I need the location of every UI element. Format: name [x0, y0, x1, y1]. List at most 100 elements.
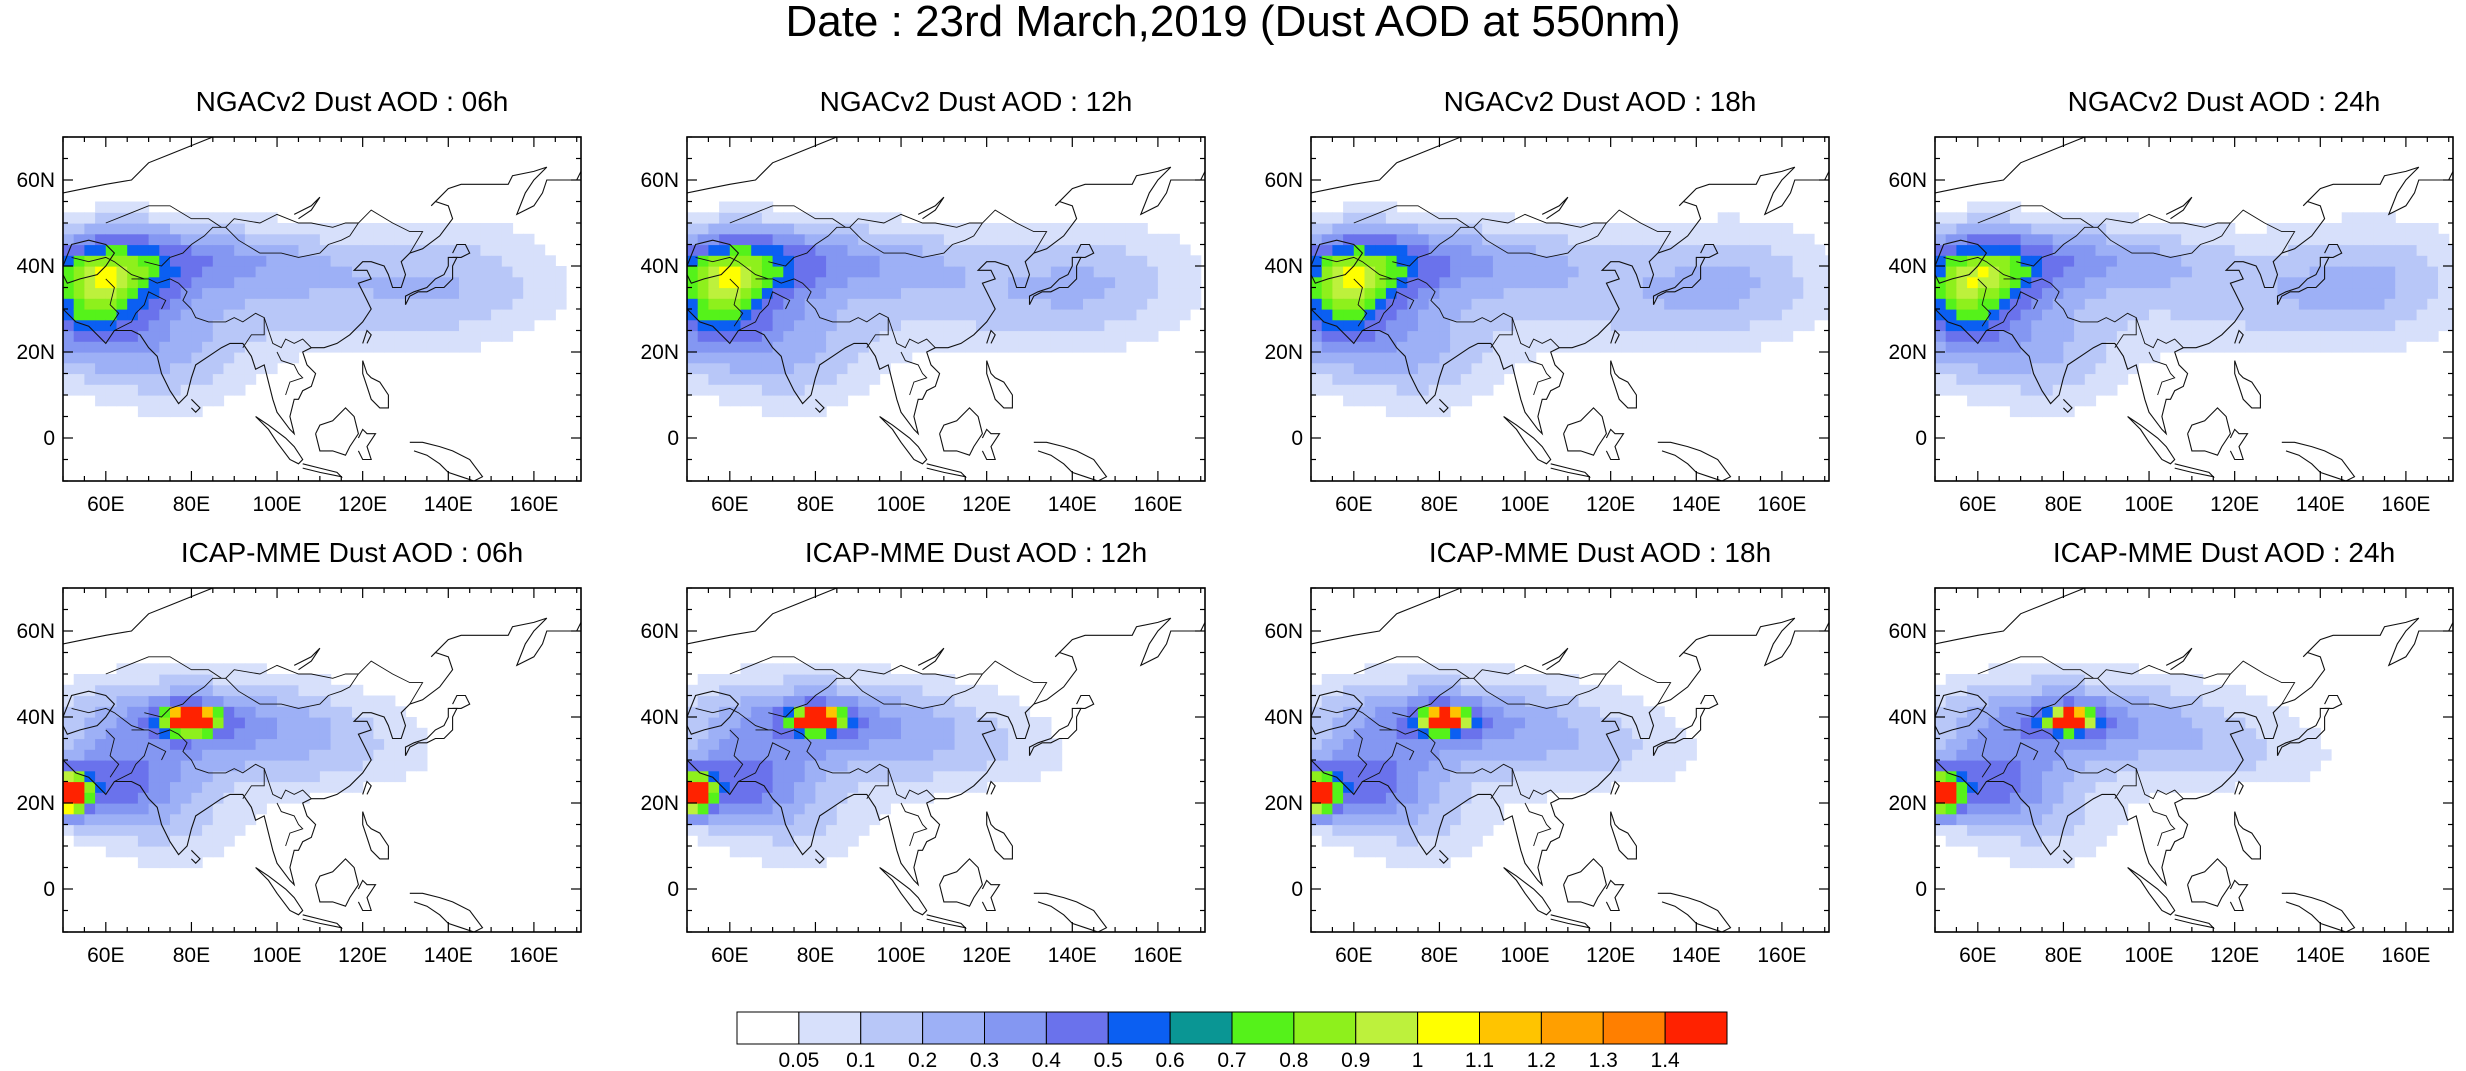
coastlines	[63, 137, 581, 481]
map-svg: 60E 80E 100E 120E 140E 160E 60N 40N 20N 0	[640, 587, 1206, 967]
country-border	[71, 256, 145, 280]
lon-tick-label: 120E	[962, 493, 1011, 516]
dust-aod-field	[1311, 201, 1829, 418]
axis-ticks	[1934, 136, 2453, 482]
coastline	[1550, 914, 1591, 929]
dust-aod-field	[1935, 663, 2332, 869]
lon-tick-label: 140E	[1672, 944, 1721, 967]
colorbar-label: 0.05	[778, 1049, 819, 1071]
lon-tick-label: 160E	[2381, 493, 2430, 516]
coastline	[409, 892, 484, 932]
lat-tick-label: 60N	[1264, 169, 1303, 192]
coastline	[191, 849, 201, 864]
lon-tick-label: 60E	[87, 944, 124, 967]
dust-aod-field	[687, 201, 1202, 418]
coastline	[2127, 416, 2176, 465]
colorbar-swatch	[1045, 1011, 1109, 1045]
country-border	[2135, 768, 2184, 800]
coastline	[1563, 858, 1607, 907]
country-border	[1473, 664, 1607, 679]
coastline	[315, 858, 359, 907]
coastline	[926, 914, 967, 929]
coastline	[1311, 588, 1462, 645]
lat-tick-label: 60N	[1888, 620, 1927, 643]
coastline	[1657, 892, 1732, 932]
colorbar-svg: 0.05 0.1 0.2 0.3 0.4 0.5 0.6 0.7 0.8 0.9 1 1.1 1.2 1.…	[736, 1011, 1728, 1071]
panel-title: ICAP-MME Dust AOD : 24h	[2052, 537, 2396, 568]
lat-tick-label: 0	[43, 427, 55, 450]
country-border	[695, 707, 769, 731]
country-border	[225, 213, 359, 228]
country-border	[887, 768, 936, 800]
map-panel: ICAP-MME Dust AOD : 18h 60E 80E 100E 120E 140…	[1264, 537, 1910, 989]
coastline	[687, 166, 1205, 436]
lat-tick-label: 20N	[1888, 792, 1927, 815]
coastlines	[1935, 588, 2453, 932]
lon-tick-label: 100E	[1501, 493, 1550, 516]
lon-tick-label: 60E	[1959, 944, 1996, 967]
country-border	[1353, 656, 1470, 679]
coastline	[1700, 243, 1719, 258]
colorbar-swatch	[1107, 1011, 1171, 1045]
coastline	[687, 137, 838, 194]
coastline	[302, 463, 343, 478]
coastline	[1033, 441, 1108, 481]
lat-tick-label: 0	[1915, 878, 1927, 901]
lon-tick-label: 160E	[509, 493, 558, 516]
colorbar-label: 0.2	[908, 1049, 937, 1071]
lon-tick-label: 120E	[338, 493, 387, 516]
coastline	[1076, 694, 1095, 709]
country-border	[2148, 351, 2176, 396]
country-border	[2097, 213, 2231, 228]
coastline	[2234, 329, 2244, 344]
lat-tick-label: 60N	[1264, 620, 1303, 643]
colorbar-swatch	[1231, 1011, 1295, 1045]
lon-tick-label: 160E	[1757, 944, 1806, 967]
lat-tick-label: 60N	[1888, 169, 1927, 192]
axis-ticks	[1934, 587, 2453, 933]
coastline	[191, 398, 201, 413]
country-border	[2135, 317, 2184, 349]
coastline	[2174, 463, 2215, 478]
coastlines	[63, 588, 581, 932]
lon-tick-label: 80E	[1421, 944, 1458, 967]
coastline	[362, 811, 389, 860]
dust-aod-field	[63, 201, 567, 418]
country-border	[263, 317, 312, 349]
lon-tick-label: 60E	[1335, 944, 1372, 967]
colorbar-label: 0.5	[1094, 1049, 1123, 1071]
country-border	[887, 317, 936, 349]
country-border	[2016, 660, 2296, 718]
map-panel: NGACv2 Dust AOD : 18h 60E 80E 100E 120E 140E 1…	[1264, 88, 1910, 538]
coastline	[362, 780, 372, 795]
coastline	[315, 407, 359, 456]
panel-title: NGACv2 Dust AOD : 24h	[2067, 86, 2381, 117]
coastline	[2281, 892, 2356, 932]
country-border	[105, 278, 120, 327]
lon-tick-label: 160E	[509, 944, 558, 967]
lat-tick-label: 40N	[16, 255, 55, 278]
country-border	[768, 660, 1048, 718]
colorbar-label: 0.6	[1156, 1049, 1185, 1071]
panel-title: ICAP-MME Dust AOD : 18h	[1428, 537, 1772, 568]
lon-tick-label: 100E	[2125, 944, 2174, 967]
coastline	[981, 879, 1001, 912]
country-border	[225, 664, 359, 679]
lon-tick-label: 140E	[1672, 493, 1721, 516]
dust-aod-field	[63, 663, 428, 869]
map-svg: 60E 80E 100E 120E 140E 160E 60N 40N 20N 0	[1264, 587, 1830, 967]
lon-tick-label: 140E	[2296, 944, 2345, 967]
coastline	[1605, 879, 1625, 912]
coastline	[2174, 914, 2215, 929]
coastline	[1657, 441, 1732, 481]
coastline	[1935, 166, 2453, 436]
country-border	[1977, 656, 2094, 679]
lon-tick-label: 100E	[1501, 944, 1550, 967]
colorbar-label: 1	[1412, 1049, 1424, 1071]
coastline	[409, 441, 484, 481]
coastline	[357, 428, 377, 461]
coastline	[1935, 588, 2086, 645]
coastlines	[1311, 588, 1829, 932]
lon-tick-label: 120E	[962, 944, 1011, 967]
country-border	[1511, 768, 1560, 800]
